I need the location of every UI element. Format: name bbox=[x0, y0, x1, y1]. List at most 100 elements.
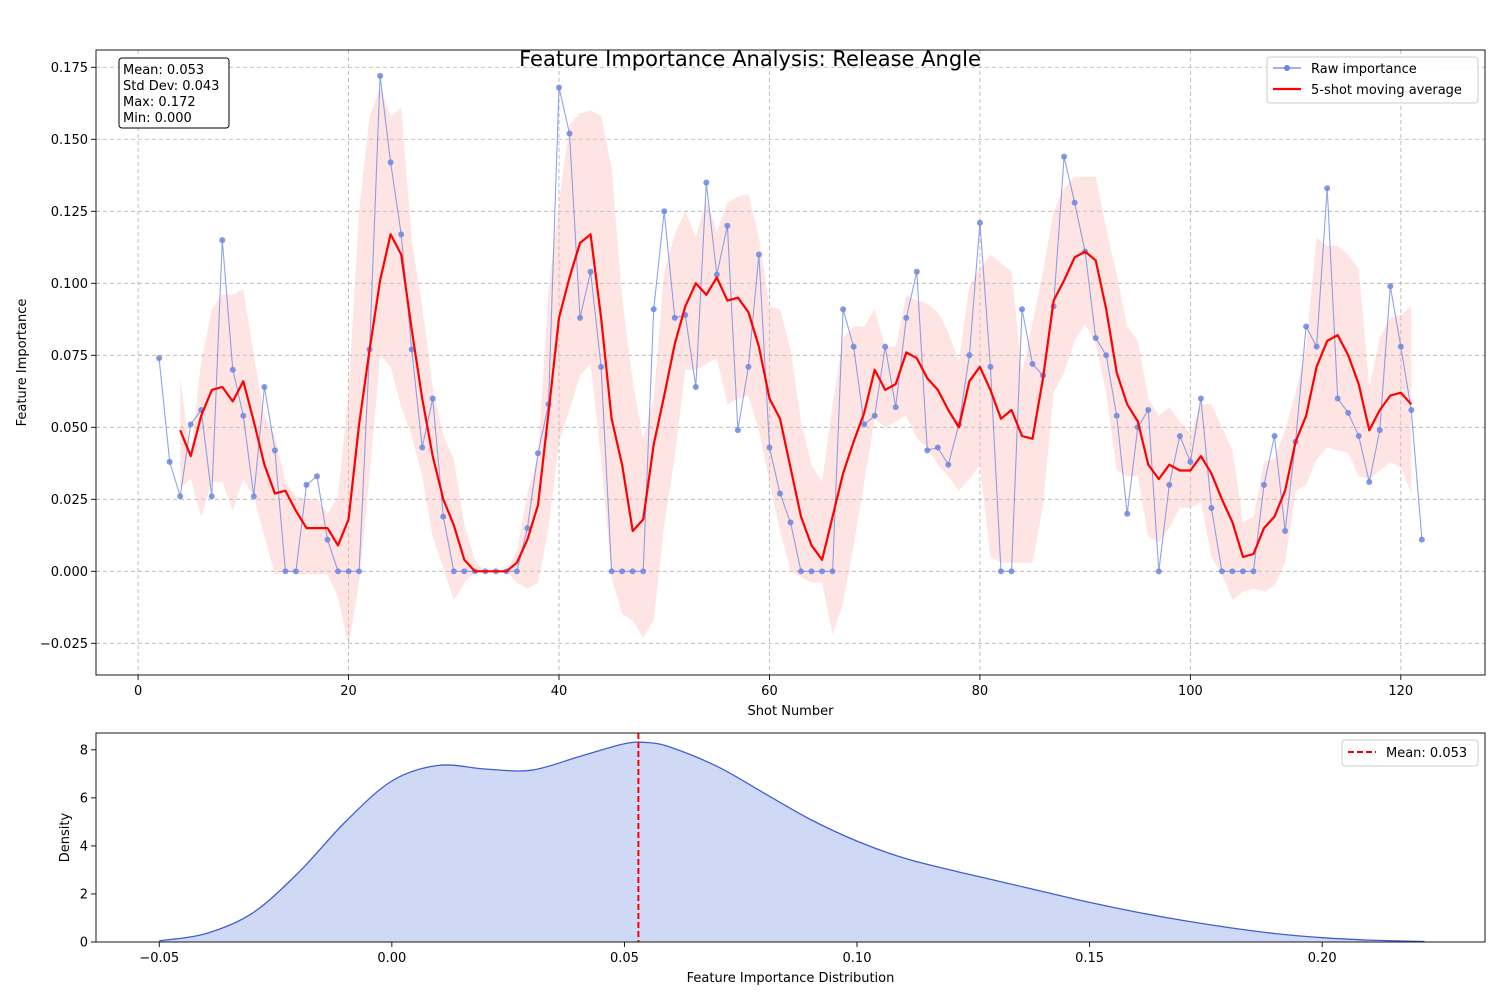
raw-point bbox=[1408, 407, 1415, 414]
y-tick-label: 4 bbox=[80, 839, 88, 854]
raw-point bbox=[1313, 343, 1320, 350]
x-axis-label: Feature Importance Distribution bbox=[687, 971, 895, 986]
raw-point bbox=[345, 568, 352, 575]
y-axis-label: Density bbox=[58, 812, 73, 862]
raw-point bbox=[1366, 479, 1373, 486]
raw-point bbox=[976, 219, 983, 226]
raw-point bbox=[1155, 568, 1162, 575]
y-tick-label: 0.125 bbox=[51, 205, 88, 220]
stats-min: Min: 0.000 bbox=[123, 111, 192, 126]
raw-point bbox=[840, 306, 847, 313]
raw-point bbox=[335, 568, 342, 575]
raw-point bbox=[1355, 432, 1362, 439]
raw-point bbox=[440, 513, 447, 520]
y-tick-label: 0.100 bbox=[51, 277, 88, 292]
raw-point bbox=[650, 306, 657, 313]
raw-point bbox=[261, 383, 268, 390]
time-series-panel: 0 20 40 60 80 100 120 −0.025 0.000 0.025 0.050 0.0… bbox=[15, 47, 1486, 719]
raw-point bbox=[556, 84, 562, 91]
legend-frame bbox=[1341, 739, 1479, 767]
raw-point bbox=[861, 421, 868, 428]
x-tick-label: 0.15 bbox=[1075, 951, 1104, 966]
raw-point bbox=[1124, 510, 1131, 517]
stats-box: Mean: 0.053 Std Dev: 0.043 Max: 0.172 Mi… bbox=[118, 57, 230, 129]
legend: Mean: 0.053 bbox=[1341, 739, 1479, 767]
raw-point bbox=[703, 179, 710, 186]
x-tick-label: 40 bbox=[551, 684, 568, 699]
distribution-panel: −0.05 0.00 0.05 0.10 0.15 0.20 0 2 4 6 8 Feature … bbox=[58, 732, 1486, 986]
x-tick-label: 0.05 bbox=[610, 951, 639, 966]
raw-point bbox=[798, 568, 805, 575]
raw-point bbox=[903, 314, 910, 321]
y-axis-ticks: −0.025 0.000 0.025 0.050 0.075 0.100 0.125 0.15… bbox=[40, 61, 96, 652]
raw-point bbox=[450, 568, 457, 575]
raw-point bbox=[313, 473, 320, 480]
raw-point bbox=[745, 363, 752, 370]
raw-point bbox=[1029, 360, 1036, 367]
raw-point bbox=[577, 314, 584, 321]
raw-point bbox=[1334, 395, 1341, 402]
plot-frame bbox=[95, 732, 1486, 943]
stats-max: Max: 0.172 bbox=[123, 95, 196, 110]
raw-point bbox=[271, 447, 278, 454]
raw-point bbox=[282, 568, 289, 575]
x-tick-label: 100 bbox=[1178, 684, 1203, 699]
raw-point bbox=[587, 268, 594, 275]
raw-point bbox=[692, 383, 699, 390]
raw-point bbox=[766, 444, 773, 451]
raw-point bbox=[713, 271, 720, 278]
x-tick-label: 80 bbox=[972, 684, 989, 699]
raw-point bbox=[187, 421, 194, 428]
y-axis-ticks: 0 2 4 6 8 bbox=[80, 743, 96, 951]
raw-point bbox=[1418, 536, 1425, 543]
raw-point bbox=[913, 268, 920, 275]
raw-point bbox=[1345, 409, 1352, 416]
raw-point bbox=[1008, 568, 1015, 575]
raw-point bbox=[534, 450, 541, 457]
y-tick-label: 0.000 bbox=[51, 565, 88, 580]
raw-point bbox=[829, 568, 836, 575]
raw-point bbox=[1303, 323, 1310, 330]
raw-point bbox=[208, 493, 215, 500]
y-tick-label: −0.025 bbox=[40, 637, 88, 652]
raw-point bbox=[776, 490, 783, 497]
raw-point bbox=[419, 444, 426, 451]
y-tick-label: 0.150 bbox=[51, 133, 88, 148]
y-tick-label: 8 bbox=[80, 743, 88, 758]
stats-mean: Mean: 0.053 bbox=[123, 63, 204, 78]
x-axis-ticks: 0 20 40 60 80 100 120 bbox=[134, 675, 1413, 699]
raw-point bbox=[1282, 527, 1289, 534]
y-tick-label: 0.025 bbox=[51, 493, 88, 508]
raw-point bbox=[671, 314, 678, 321]
raw-point bbox=[1397, 343, 1404, 350]
x-tick-label: 120 bbox=[1388, 684, 1413, 699]
raw-point bbox=[250, 493, 257, 500]
raw-point bbox=[1019, 306, 1025, 313]
raw-point bbox=[850, 343, 857, 350]
raw-point bbox=[934, 444, 941, 451]
raw-point bbox=[1271, 432, 1278, 439]
raw-point bbox=[1061, 153, 1068, 160]
y-tick-label: 6 bbox=[80, 791, 88, 806]
raw-point bbox=[1071, 199, 1078, 206]
x-tick-label: 0.20 bbox=[1308, 951, 1337, 966]
raw-point bbox=[1250, 568, 1257, 575]
raw-point bbox=[461, 568, 468, 575]
raw-point bbox=[966, 352, 973, 359]
y-axis-label: Feature Importance bbox=[15, 299, 30, 427]
raw-point bbox=[619, 568, 626, 575]
raw-point bbox=[513, 568, 520, 575]
raw-point bbox=[629, 568, 636, 575]
raw-point bbox=[387, 159, 394, 166]
raw-point bbox=[1208, 504, 1215, 511]
x-tick-label: 0 bbox=[134, 684, 142, 699]
legend-raw-marker bbox=[1284, 65, 1290, 71]
density-line bbox=[159, 741, 1425, 943]
stats-std-dev: Std Dev: 0.043 bbox=[123, 79, 219, 94]
legend-frame bbox=[1266, 56, 1479, 104]
raw-point bbox=[377, 72, 384, 79]
legend-raw-label: Raw importance bbox=[1311, 62, 1417, 77]
raw-point bbox=[524, 525, 531, 532]
raw-point bbox=[892, 404, 899, 411]
raw-point bbox=[787, 519, 794, 526]
